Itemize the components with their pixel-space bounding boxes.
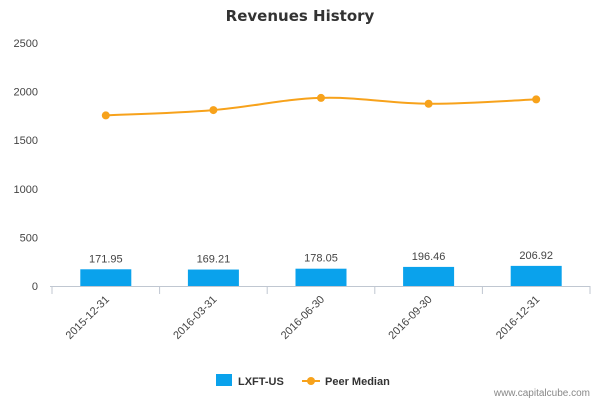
legend-marker-peer	[307, 377, 315, 385]
y-tick-label: 500	[20, 232, 38, 244]
x-tick-label: 2016-03-31	[171, 294, 219, 342]
line-point	[532, 95, 541, 104]
x-axis: 2015-12-31 2016-03-31 2016-06-30 2016-09-30…	[51, 286, 591, 342]
y-tick-label: 1000	[14, 184, 38, 196]
bar	[295, 268, 347, 286]
legend-label-lxft: LXFT-US	[238, 376, 284, 388]
line-point	[317, 93, 325, 102]
x-tick-label: 2016-12-31	[494, 294, 542, 342]
x-tick-label: 2015-12-31	[64, 294, 112, 342]
legend-label-peer: Peer Median	[325, 376, 390, 388]
bar-data-label: 169.21	[197, 254, 231, 266]
line-point	[101, 111, 110, 120]
chart-title: Revenues History	[226, 7, 375, 25]
line-point	[424, 99, 433, 108]
y-tick-label: 0	[32, 281, 38, 293]
x-tick-label: 2016-06-30	[279, 294, 327, 342]
line-point	[209, 106, 218, 115]
credit-text: www.capitalcube.com	[493, 388, 590, 399]
y-tick-label: 1500	[14, 135, 38, 147]
bar-data-labels: 171.95 169.21 178.05 196.46 206.92	[89, 250, 553, 266]
bar-series	[80, 265, 562, 286]
x-tick-label: 2016-09-30	[386, 294, 434, 342]
bar	[510, 265, 562, 286]
bar-data-label: 206.92	[519, 250, 553, 262]
bar-data-label: 196.46	[412, 251, 446, 263]
bar-data-label: 171.95	[89, 253, 123, 265]
y-axis: 0 500 1000 1500 2000 2500	[14, 38, 38, 293]
y-tick-label: 2000	[14, 87, 38, 99]
line-series	[101, 93, 541, 120]
legend: LXFT-US Peer Median	[216, 374, 390, 388]
bar-data-label: 178.05	[304, 253, 338, 265]
bar	[403, 266, 455, 286]
bar	[187, 269, 239, 286]
y-tick-label: 2500	[14, 38, 38, 50]
legend-swatch-lxft	[216, 374, 232, 386]
bar	[80, 269, 132, 286]
